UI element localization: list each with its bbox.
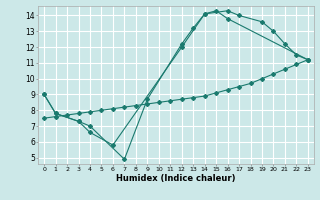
X-axis label: Humidex (Indice chaleur): Humidex (Indice chaleur) — [116, 174, 236, 183]
